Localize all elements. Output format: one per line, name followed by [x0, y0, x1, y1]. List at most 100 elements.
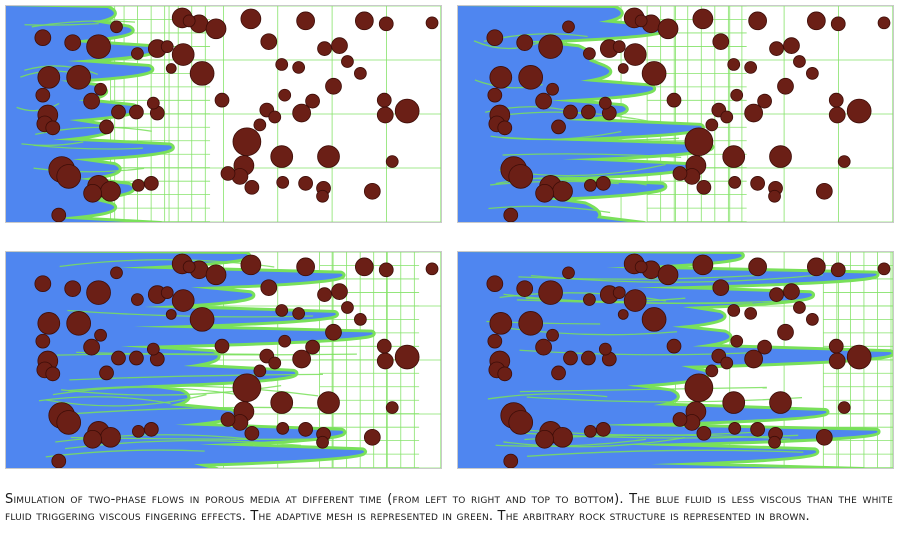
porous-media-image-3: [6, 252, 441, 468]
rock-grain: [508, 164, 534, 189]
rock-grain: [584, 178, 597, 192]
rock-grain: [877, 262, 891, 276]
rock-grain: [278, 334, 292, 348]
rock-grain: [56, 164, 82, 189]
rock-grain: [617, 309, 629, 320]
rock-grain: [171, 289, 195, 312]
rock-grain: [240, 8, 262, 30]
rock-grain: [171, 43, 195, 66]
rock-grain: [305, 339, 320, 355]
rock-grain: [83, 338, 100, 356]
rock-grain: [189, 61, 215, 86]
rock-grain: [363, 428, 381, 446]
rock-structure: [34, 253, 439, 468]
rock-grain: [111, 104, 126, 120]
rock-grain: [146, 342, 160, 356]
simulation-frame-2: [457, 5, 894, 223]
rock-grain: [220, 166, 236, 181]
rock-grain: [727, 304, 741, 317]
rock-grain: [376, 338, 392, 354]
rock-grain: [489, 66, 513, 89]
rock-grain: [35, 87, 51, 103]
rock-grain: [385, 401, 399, 414]
rock-grain: [684, 127, 714, 157]
rock-grain: [317, 287, 332, 302]
rock-grain: [696, 425, 712, 441]
rock-grain: [744, 61, 758, 74]
rock-grain: [563, 104, 578, 120]
rock-grain: [730, 88, 744, 102]
rock-grain: [750, 176, 765, 191]
rock-grain: [94, 82, 107, 96]
rock-grain: [244, 179, 260, 195]
rock-grain: [292, 103, 311, 123]
rock-grain: [837, 155, 851, 168]
simulation-frame-3: [5, 251, 442, 469]
rock-grain: [705, 364, 719, 378]
rock-grain: [552, 426, 573, 448]
rock-grain: [487, 87, 503, 103]
rock-grain: [275, 304, 289, 317]
rock-grain: [516, 280, 534, 297]
rock-grain: [275, 58, 289, 71]
rock-grain: [828, 338, 844, 354]
rock-grain: [146, 96, 160, 110]
rock-grain: [497, 366, 513, 382]
rock-grain: [66, 65, 92, 90]
rock-grain: [376, 92, 392, 108]
rock-grain: [34, 29, 52, 47]
rock-grain: [720, 356, 734, 370]
rock-grain: [777, 77, 794, 95]
rock-grain: [777, 323, 794, 341]
rock-grain: [296, 11, 315, 31]
rock-grain: [584, 424, 597, 438]
rock-structure: [486, 253, 891, 468]
rock-grain: [730, 334, 744, 348]
rock-grain: [634, 260, 648, 274]
rock-grain: [562, 20, 575, 34]
rock-grain: [232, 373, 262, 403]
rock-grain: [354, 67, 367, 80]
rock-grain: [317, 41, 332, 56]
rock-grain: [712, 33, 730, 50]
rock-grain: [598, 96, 612, 110]
rock-grain: [394, 98, 420, 124]
rock-grain: [378, 262, 394, 278]
rock-grain: [846, 98, 872, 124]
rock-grain: [696, 179, 712, 195]
rock-grain: [486, 275, 504, 293]
rock-grain: [205, 264, 227, 286]
rock-grain: [538, 34, 563, 59]
rock-grain: [268, 356, 282, 370]
rock-grain: [828, 352, 846, 370]
rock-grain: [623, 289, 647, 312]
rock-grain: [757, 339, 772, 355]
rock-grain: [276, 422, 290, 435]
rock-grain: [486, 29, 504, 47]
rock-grain: [806, 67, 819, 80]
rock-grain: [292, 307, 306, 320]
rock-grain: [64, 280, 82, 297]
rock-grain: [129, 104, 144, 120]
rock-grain: [487, 333, 503, 349]
rock-grain: [806, 11, 826, 31]
rock-grain: [535, 92, 552, 110]
rock-grain: [692, 8, 714, 30]
rock-grain: [100, 426, 121, 448]
rock-grain: [750, 422, 765, 437]
rock-grain: [111, 350, 126, 366]
rock-structure: [34, 7, 439, 222]
rock-grain: [546, 82, 559, 96]
rock-grain: [617, 63, 629, 74]
rock-grain: [581, 350, 596, 366]
rock-grain: [100, 180, 121, 202]
rock-grain: [598, 342, 612, 356]
rock-grain: [793, 301, 806, 314]
rock-grain: [232, 127, 262, 157]
rock-grain: [535, 183, 554, 203]
rock-grain: [830, 16, 846, 32]
rock-grain: [292, 61, 306, 74]
rock-grain: [132, 178, 145, 192]
rock-grain: [516, 34, 534, 51]
rock-grain: [45, 366, 61, 382]
